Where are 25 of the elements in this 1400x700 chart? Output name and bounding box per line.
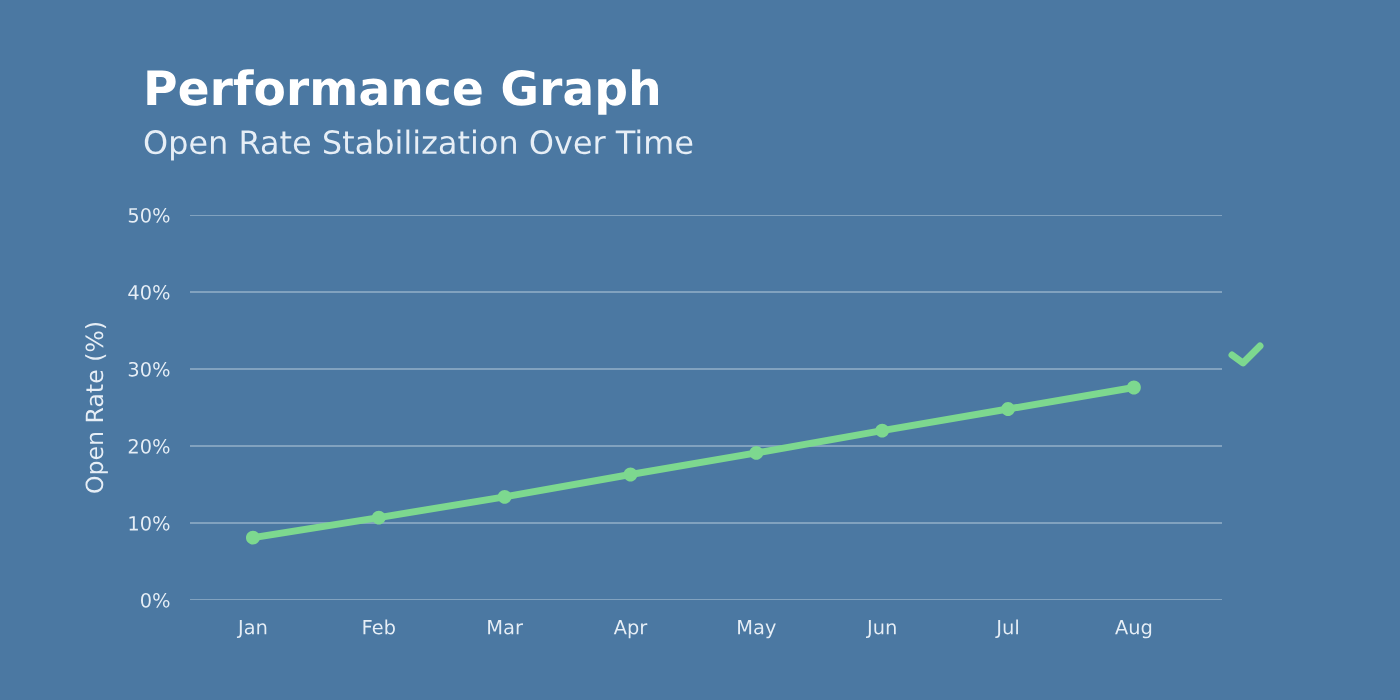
y-tick-label: 10%	[129, 515, 170, 531]
y-tick-label: 30%	[128, 361, 170, 377]
point	[1001, 402, 1015, 416]
x-tick-label: Feb	[363, 619, 395, 635]
point	[371, 510, 386, 525]
x-tick-label: Mar	[488, 620, 523, 635]
y-tick-label: 0%	[140, 592, 170, 608]
point	[245, 530, 260, 545]
y-tick-label: 20%	[128, 438, 170, 454]
y-tick-label: 40%	[128, 284, 170, 300]
x-tick-label: May	[738, 620, 776, 639]
point	[1126, 380, 1141, 395]
y-tick-label: 50%	[128, 207, 170, 223]
x-tick-label: Jan	[236, 620, 267, 639]
chart-subtitle: Open Rate Stabilization Over Time	[144, 129, 693, 161]
y-axis-title: Open Rate (%)	[85, 323, 108, 493]
x-tick-label: Apr	[613, 620, 648, 639]
point	[749, 445, 764, 460]
x-tick-label: Jul	[995, 619, 1018, 639]
point	[497, 489, 512, 504]
x-tick-label: Jun	[866, 620, 896, 639]
chart-title: Performance Graph	[147, 69, 658, 115]
x-tick-label: Aug	[1115, 620, 1152, 639]
point	[623, 467, 638, 482]
point	[875, 423, 890, 438]
